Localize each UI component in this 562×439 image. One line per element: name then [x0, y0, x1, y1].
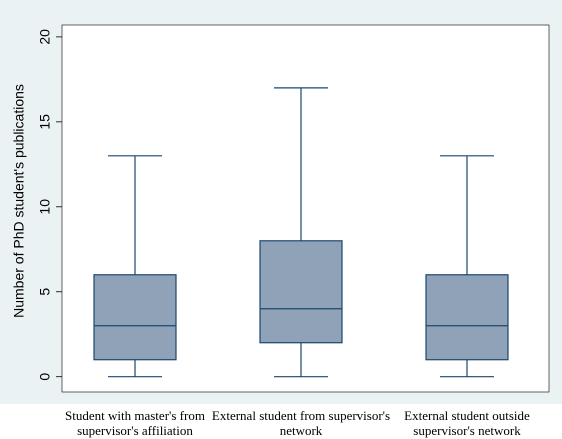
x-tick-label: External student from supervisor's netwo…	[211, 408, 391, 438]
box	[259, 240, 343, 344]
x-tick-label: Student with master's from supervisor's …	[65, 408, 205, 438]
y-axis-title: Number of PhD student's publications	[11, 84, 27, 318]
y-tick-label: 5	[37, 288, 53, 296]
x-tick-label: External student outside supervisor's ne…	[404, 408, 530, 438]
y-tick-label: 0	[37, 373, 53, 381]
y-tick-label: 10	[37, 199, 53, 215]
y-tick-label: 20	[37, 29, 53, 45]
box	[93, 274, 177, 361]
y-tick-label: 15	[37, 114, 53, 130]
box	[425, 274, 509, 361]
